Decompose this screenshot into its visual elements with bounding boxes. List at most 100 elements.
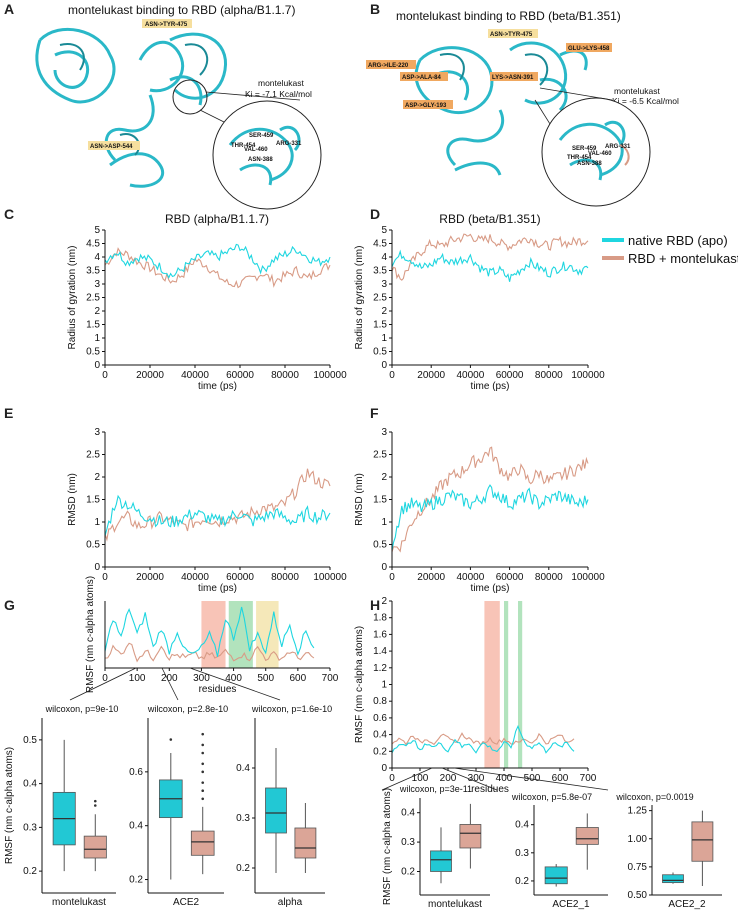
- series-line: [104, 468, 331, 542]
- x-axis-label: alpha: [278, 897, 303, 908]
- ligand-name-a: montelukast: [258, 78, 304, 88]
- zoom-label-a1: SER-459: [249, 133, 274, 139]
- mutation-badge-b3: [366, 60, 416, 69]
- y-tick-label: 1.8: [373, 613, 387, 624]
- x-axis-label: time (ps): [198, 381, 237, 392]
- y-tick-label: 1: [381, 333, 387, 344]
- box-complex: [294, 827, 317, 859]
- panel-e-rmsd-alpha: E 0 20000 40000 60000 80000 100000 0 0.5 1 1.5 2 2.5…: [4, 405, 347, 594]
- y-tick-label: 3: [94, 279, 100, 290]
- mutation-badge-b6: [403, 100, 453, 109]
- connector-h3: [453, 767, 609, 791]
- x-tick-label: 100000: [313, 572, 347, 583]
- zoom-inset-b: [541, 97, 651, 207]
- zoom-label-b1: SER-459: [572, 146, 597, 152]
- highlight-band: [504, 601, 509, 768]
- x-tick-label: 20000: [417, 572, 445, 583]
- box-complex: [459, 824, 482, 849]
- y-tick-label: 0.50: [628, 890, 648, 901]
- y-tick-label: 1.2: [373, 663, 387, 674]
- x-tick-label: 100000: [571, 370, 605, 381]
- x-tick-label: 200: [440, 773, 457, 784]
- outlier-point: [169, 738, 173, 741]
- x-tick-label: 400: [225, 673, 242, 684]
- box-complex: [190, 830, 215, 856]
- x-tick-label: 0: [389, 572, 395, 583]
- binding-site-marker-a: [172, 79, 208, 115]
- outlier-point: [201, 751, 205, 755]
- x-tick-label: 0: [389, 773, 395, 784]
- zoom-ribbon-a: [228, 126, 301, 186]
- y-tick-label: 0: [381, 562, 387, 573]
- y-axis-label: RMSF (nm c-alpha atoms): [354, 626, 365, 743]
- panel-label-g: G: [4, 597, 15, 613]
- panel-g-box-ace2: wilcoxon, p=2.8e-10 0.2 0.4 0.6 ACE2: [129, 704, 228, 908]
- panel-label-d: D: [370, 206, 380, 222]
- y-tick-label: 0: [381, 360, 387, 371]
- series-line: [104, 642, 315, 663]
- x-axis-label: ACE2: [173, 897, 200, 908]
- panel-h-rmsf-beta: H 0 100 200 300 400 500 600 700 0 0.2 0.4 0.6 0.8 1 1.2…: [354, 596, 597, 795]
- y-axis-label: RMSF (nm c-alpha atoms): [4, 747, 15, 864]
- mutation-badge-b2: [566, 43, 612, 52]
- x-axis-label: ACE2_2: [668, 899, 706, 910]
- series-line: [104, 243, 331, 279]
- series-line: [391, 724, 575, 754]
- x-tick-label: 500: [257, 673, 274, 684]
- panel-label-h: H: [370, 597, 380, 613]
- x-tick-label: 0: [389, 370, 395, 381]
- chart-title: RBD (alpha/B1.1.7): [165, 212, 269, 226]
- y-tick-label: 0.5: [23, 735, 37, 746]
- y-axis-label: RMSD (nm): [354, 473, 365, 526]
- ligand-stick-b: [619, 144, 630, 166]
- mutation-badge-a1: [142, 19, 192, 28]
- y-tick-label: 0.5: [373, 347, 387, 358]
- y-tick-label: 0.6: [129, 767, 143, 778]
- y-tick-label: 0.4: [23, 779, 37, 790]
- y-tick-label: 0.4: [236, 763, 250, 774]
- panel-h-box-montelukast: wilcoxon, p=3e-11 0.2 0.3 0.4 montelukast RMS…: [382, 784, 490, 910]
- zoom-label-a3: VAL-460: [244, 147, 268, 153]
- protein-ribbon-b-dark: [439, 53, 549, 86]
- y-tick-label: 3.5: [373, 266, 387, 277]
- x-tick-label: 0: [102, 572, 108, 583]
- mutation-badge-b4: [400, 72, 448, 81]
- y-tick-label: 1: [381, 517, 387, 528]
- pvalue-label: wilcoxon, p=2.8e-10: [147, 704, 228, 714]
- y-tick-label: 0.3: [23, 822, 37, 833]
- mutation-badge-b1: [488, 29, 538, 38]
- y-tick-label: 3: [381, 279, 387, 290]
- y-tick-label: 0.3: [515, 848, 529, 859]
- pvalue-label: wilcoxon, p=9e-10: [45, 704, 119, 714]
- series-line: [391, 233, 589, 281]
- legend-swatch-native: [602, 238, 624, 242]
- zoom-connector-a2: [205, 91, 301, 101]
- zoom-label-b5: ARG-331: [605, 144, 631, 150]
- panel-h-box-ace2-1: wilcoxon, p=5.8e-07 0.2 0.3 0.4 ACE2_1: [511, 792, 608, 910]
- series-line: [104, 247, 331, 289]
- x-tick-label: 60000: [226, 572, 254, 583]
- outlier-point: [201, 789, 205, 792]
- protein-ribbon-a-dark: [59, 43, 209, 156]
- x-tick-label: 40000: [456, 572, 484, 583]
- y-tick-label: 0.3: [401, 837, 415, 848]
- box-native: [430, 850, 452, 872]
- outlier-point: [201, 781, 205, 784]
- ki-value-a: Ki = -7.1 Kcal/mol: [245, 89, 312, 99]
- x-tick-label: 300: [468, 773, 485, 784]
- y-tick-label: 2.5: [373, 293, 387, 304]
- y-tick-label: 0: [94, 562, 100, 573]
- y-tick-label: 0.6: [373, 713, 387, 724]
- highlight-band: [256, 601, 279, 668]
- x-tick-label: 80000: [535, 572, 563, 583]
- zoom-inset-a: [212, 100, 322, 210]
- box-native: [544, 866, 568, 885]
- mutation-label-b4: ASP->ALA-84: [402, 75, 442, 81]
- structure-b-title: montelukast binding to RBD (beta/B1.351): [396, 9, 621, 23]
- x-axis-label: time (ps): [471, 583, 510, 594]
- panel-f-rmsd-beta: F 0 20000 40000 60000 80000 100000 0 0.5 1 1.5 2 2.5…: [354, 405, 605, 594]
- y-tick-label: 2: [381, 596, 387, 607]
- x-tick-label: 40000: [181, 572, 209, 583]
- connector-h1: [381, 767, 433, 791]
- series-line: [391, 446, 589, 553]
